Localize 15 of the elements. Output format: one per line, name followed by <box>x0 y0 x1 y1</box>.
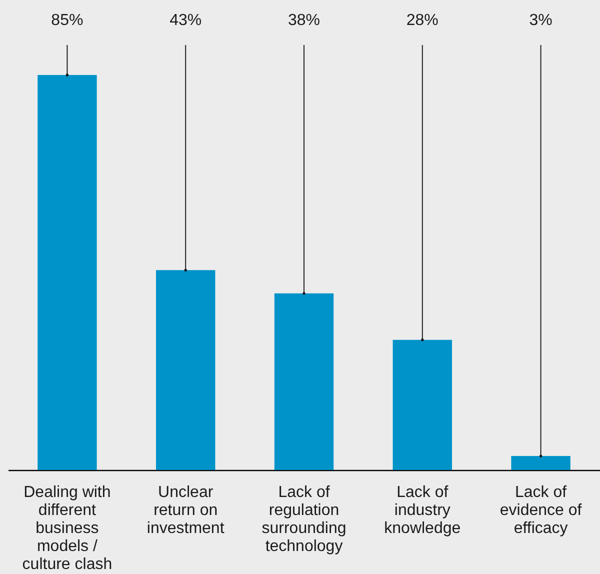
bar <box>392 340 452 470</box>
x-tick-label: Unclear return on investment <box>146 484 225 537</box>
x-tick-label: Lack of regulation surrounding technology <box>262 484 346 555</box>
data-label: 3% <box>529 12 552 29</box>
bar <box>156 270 216 470</box>
x-tick-label: Lack of evidence of efficacy <box>500 484 582 537</box>
data-label: 28% <box>406 12 438 29</box>
x-tick-label: Lack of industry knowledge <box>384 484 461 537</box>
bar <box>511 456 570 470</box>
x-tick-label: Dealing with different business models / culture clash <box>22 484 112 573</box>
bar <box>38 75 97 470</box>
bar <box>274 293 334 470</box>
data-label: 43% <box>170 12 202 29</box>
data-label: 38% <box>288 12 320 29</box>
data-label: 85% <box>51 12 84 29</box>
